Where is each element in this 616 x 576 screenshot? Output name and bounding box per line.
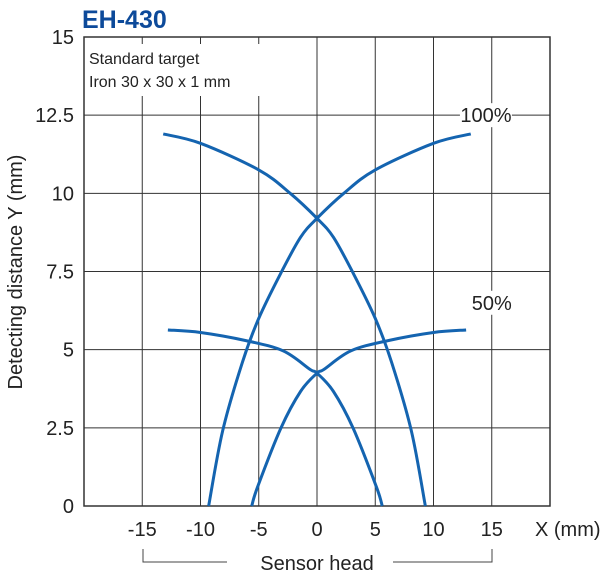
series-label: 100% xyxy=(460,105,511,127)
tick-labels: -15 -10 -5 0 5 10 15 0 2.5 5 7.5 10 12.5 15 xyxy=(35,27,503,541)
y-tick-label: 2.5 xyxy=(46,418,74,440)
x-tick-label: 10 xyxy=(422,519,444,541)
series-label-background xyxy=(459,103,512,128)
x-tick-label: 0 xyxy=(311,519,322,541)
x-tick-label: -10 xyxy=(186,519,215,541)
series-curve-100pct xyxy=(162,132,427,507)
series-labels: 100% 50% xyxy=(459,103,518,315)
y-tick-label: 5 xyxy=(63,340,74,362)
y-tick-label: 15 xyxy=(52,27,74,49)
series-curve-50pct xyxy=(250,328,467,507)
series-label-background xyxy=(465,290,518,315)
y-tick-label: 10 xyxy=(52,183,74,205)
y-tick-label: 7.5 xyxy=(46,262,74,284)
annotation-line-1: Standard target xyxy=(89,51,200,68)
x-tick-label: 15 xyxy=(481,519,503,541)
y-tick-label: 12.5 xyxy=(35,105,74,127)
y-tick-label: 0 xyxy=(63,496,74,518)
plot-frame xyxy=(83,36,551,507)
x-tick-label: 5 xyxy=(370,519,381,541)
chart-title: EH-430 xyxy=(82,6,167,34)
curves xyxy=(162,132,472,507)
y-axis-label: Detecting distance Y (mm) xyxy=(5,155,27,390)
annotation-line-2: Iron 30 x 30 x 1 mm xyxy=(89,74,230,91)
series-curve-50pct xyxy=(167,328,384,507)
annotation-background xyxy=(86,44,276,96)
series-curve-100pct xyxy=(207,132,472,507)
series-label: 50% xyxy=(472,293,512,315)
x-tick-label: -15 xyxy=(128,519,157,541)
sensor-head-label: Sensor head xyxy=(260,553,373,575)
x-tick-label: -5 xyxy=(250,519,268,541)
sensor-head-bracket xyxy=(142,549,493,563)
x-axis-label: X (mm) xyxy=(535,519,601,541)
